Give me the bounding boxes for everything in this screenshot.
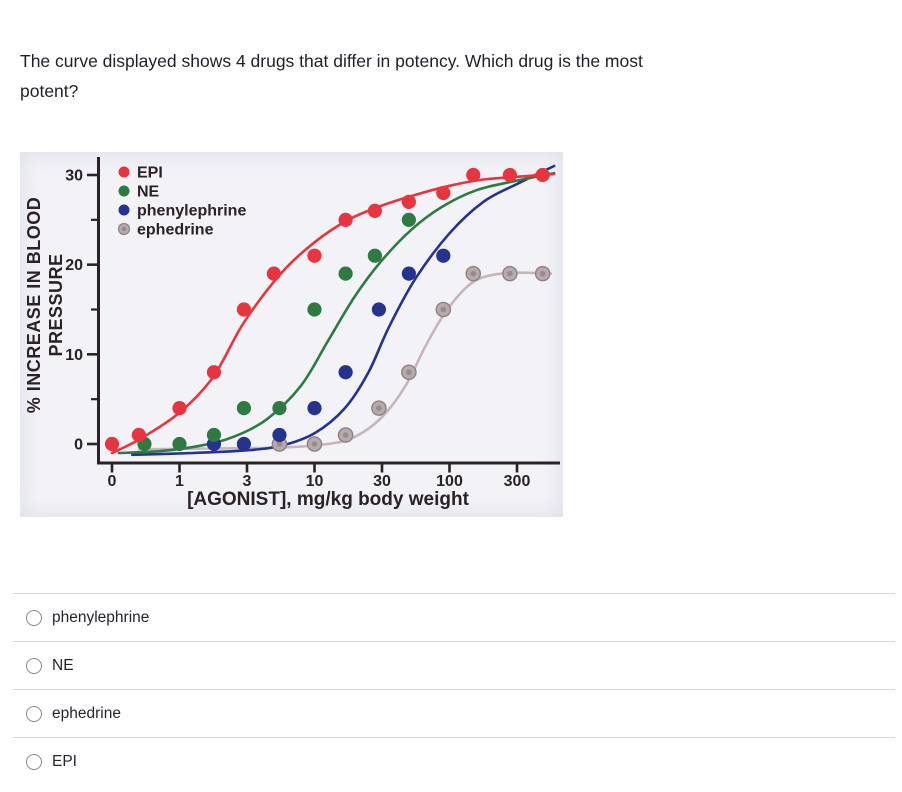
svg-text:ephedrine: ephedrine bbox=[137, 222, 214, 239]
answer-option-ephedrine[interactable]: ephedrine bbox=[13, 689, 895, 737]
svg-text:[AGONIST], mg/kg body weight: [AGONIST], mg/kg body weight bbox=[187, 489, 470, 510]
svg-text:% INCREASE IN BLOOD: % INCREASE IN BLOOD bbox=[24, 197, 44, 414]
answer-option-epi[interactable]: EPI bbox=[13, 737, 895, 785]
svg-text:30: 30 bbox=[65, 168, 83, 185]
svg-text:3: 3 bbox=[243, 473, 252, 490]
svg-text:10: 10 bbox=[306, 473, 324, 490]
answer-option-phenylephrine[interactable]: phenylephrine bbox=[13, 593, 895, 641]
chart-figure: 0 10 20 30 0 1 3 10 30 100 300 [AGONIST], mg/kg bod… bbox=[20, 152, 563, 517]
svg-text:0: 0 bbox=[108, 473, 117, 490]
svg-text:0: 0 bbox=[74, 437, 83, 454]
radio-button[interactable] bbox=[26, 657, 42, 674]
svg-text:EPI: EPI bbox=[137, 165, 163, 182]
svg-text:1: 1 bbox=[175, 473, 184, 490]
svg-text:30: 30 bbox=[373, 473, 391, 490]
radio-button[interactable] bbox=[26, 705, 42, 722]
svg-text:10: 10 bbox=[65, 347, 83, 364]
svg-text:20: 20 bbox=[65, 257, 83, 274]
svg-text:300: 300 bbox=[504, 473, 531, 490]
radio-button[interactable] bbox=[26, 609, 42, 626]
answer-option-label: phenylephrine bbox=[52, 608, 150, 626]
svg-text:PRESSURE: PRESSURE bbox=[46, 253, 66, 356]
svg-text:100: 100 bbox=[436, 473, 463, 490]
radio-button[interactable] bbox=[26, 753, 42, 770]
answer-option-label: EPI bbox=[52, 752, 77, 770]
answer-option-ne[interactable]: NE bbox=[13, 641, 895, 689]
svg-text:phenylephrine: phenylephrine bbox=[137, 203, 246, 220]
answer-option-label: NE bbox=[52, 656, 74, 674]
question-text: The curve displayed shows 4 drugs that d… bbox=[20, 51, 643, 101]
svg-text:NE: NE bbox=[137, 184, 160, 201]
answer-option-label: ephedrine bbox=[52, 704, 121, 722]
answer-options: phenylephrine NE ephedrine EPI bbox=[13, 593, 895, 785]
